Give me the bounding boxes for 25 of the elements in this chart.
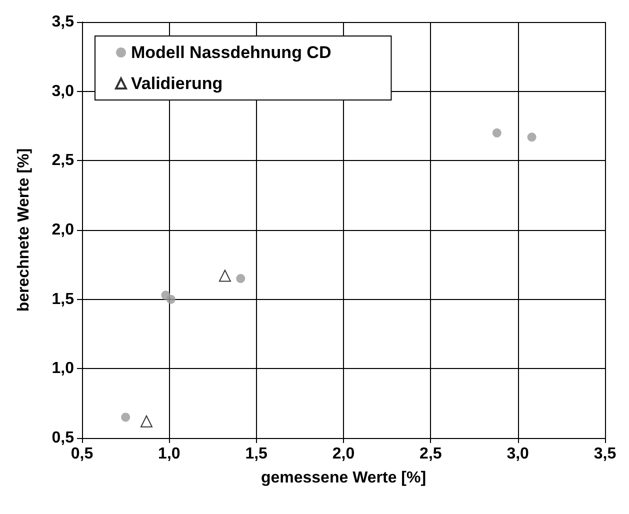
y-tick-label: 2,0 xyxy=(52,222,74,238)
x-tick-label: 0,5 xyxy=(70,446,94,462)
y-tick-label: 3,0 xyxy=(52,82,74,100)
point xyxy=(236,274,246,284)
legend-label: Modell Nassdehnung CD xyxy=(131,43,332,62)
x-tick-label: 2,0 xyxy=(332,446,355,462)
x-tick-label: 1,0 xyxy=(158,446,180,462)
legend-label: Validierung xyxy=(131,74,223,93)
x-axis-title: gemessene Werte [%] xyxy=(260,470,426,486)
point xyxy=(218,270,231,282)
x-tick-label: 3,0 xyxy=(506,446,530,462)
y-tick-label: 2,5 xyxy=(52,152,74,170)
y-axis-title: berechnete Werte [%] xyxy=(16,148,32,312)
x-tick-label: 2,5 xyxy=(420,446,442,462)
point xyxy=(527,132,536,142)
y-tick-label: 0,5 xyxy=(52,430,74,446)
y-tick-label: 1,5 xyxy=(52,290,74,308)
point xyxy=(140,415,153,428)
point xyxy=(121,412,130,422)
y-tick-label: 3,5 xyxy=(52,14,74,30)
point xyxy=(166,294,176,304)
x-tick-label: 1,5 xyxy=(245,446,268,462)
y-tick-label: 1,0 xyxy=(52,360,74,378)
x-tick-label: 3,5 xyxy=(594,446,616,462)
point xyxy=(492,128,502,138)
